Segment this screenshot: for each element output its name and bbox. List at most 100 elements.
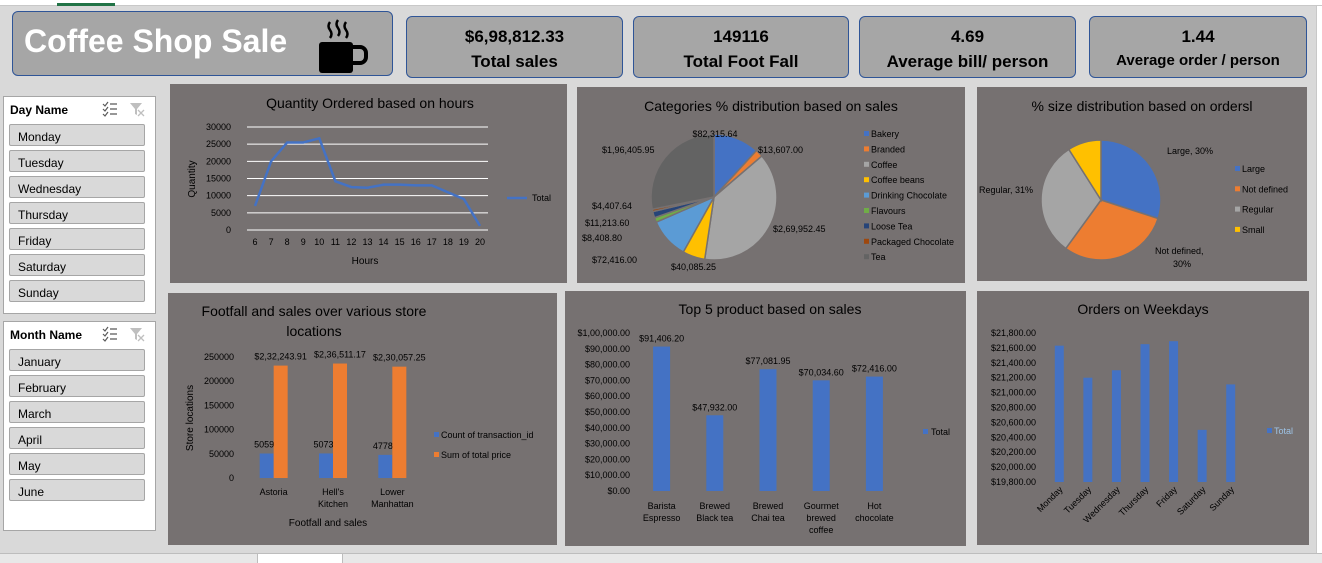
chart-title-line2: locations <box>286 323 341 339</box>
pie-slice-0 <box>1100 139 1162 220</box>
y-tick-label: $10,000.00 <box>585 470 630 480</box>
panel-category-distribution: Categories % distribution based on sales… <box>577 87 965 283</box>
legend-swatch <box>864 208 869 213</box>
data-label: 47782 <box>373 441 398 451</box>
bar-count <box>319 453 333 478</box>
slicer-header-icons <box>102 326 145 342</box>
chart-title: Categories % distribution based on sales <box>644 98 898 114</box>
data-label: $2,36,511.17 <box>314 350 366 360</box>
y-tick-label: 150000 <box>204 400 234 410</box>
bar-product <box>653 346 671 491</box>
legend-swatch <box>923 429 928 434</box>
slicer-item-may[interactable]: May <box>9 453 145 475</box>
multi-select-icon[interactable] <box>102 326 117 342</box>
chart-quantity-by-hours: Quantity Ordered based on hours 0 5000 1000… <box>187 95 551 267</box>
slicer-item-january[interactable]: January <box>9 349 145 371</box>
pie-slice-2 <box>1040 148 1102 250</box>
slicer-item-monday[interactable]: Monday <box>9 124 145 146</box>
y-tick-label: 250000 <box>204 352 234 362</box>
slicer-item-march[interactable]: March <box>9 401 145 423</box>
chart-category-distribution: Categories % distribution based on sales… <box>582 98 954 272</box>
y-tick-label: 5000 <box>211 208 231 218</box>
x-tick-label: 9 <box>301 237 306 247</box>
day-name-slicer[interactable]: Day Name Monday Tuesday Wednesday Thursday F… <box>3 96 156 314</box>
bar-weekday <box>1197 429 1207 482</box>
y-tick-label: $30,000.00 <box>585 439 630 449</box>
kpi-value: 1.44 <box>1181 27 1215 46</box>
x-tick-label: coffee <box>809 525 833 535</box>
y-axis-label: Store locations <box>185 385 196 451</box>
y-tick-label: $20,600.00 <box>991 417 1036 427</box>
legend-label: Branded <box>871 144 905 154</box>
legend-swatch <box>864 238 869 244</box>
kpi-value: 149116 <box>713 27 769 46</box>
bar-weekday <box>1169 341 1179 482</box>
bar-product <box>865 376 883 491</box>
slicer-item-friday[interactable]: Friday <box>9 228 145 250</box>
y-tick-label: $40,000.00 <box>585 423 630 433</box>
slicer-item-tuesday[interactable]: Tuesday <box>9 150 145 172</box>
active-sheet-tab[interactable] <box>257 554 343 563</box>
data-label: $11,213.60 <box>585 218 629 228</box>
x-tick-label: Gourmet <box>804 501 840 511</box>
bar-count <box>378 454 393 478</box>
kpi-total-sales: $6,98,812.33 Total sales <box>406 16 623 78</box>
legend-label: Regular <box>1242 205 1274 215</box>
slicer-item-april[interactable]: April <box>9 427 145 449</box>
legend-label: Count of transaction_id <box>441 430 534 440</box>
chart-title-line1: Footfall and sales over various store <box>202 303 427 319</box>
y-tick-label: $21,400.00 <box>991 358 1036 368</box>
pie-slice-3 <box>1067 139 1102 203</box>
x-tick-label: 6 <box>253 237 258 247</box>
pie-slice-2 <box>703 154 778 261</box>
legend-swatch <box>864 254 869 260</box>
dashboard-title: Coffee Shop Sale <box>24 23 288 59</box>
clear-filter-icon[interactable] <box>130 103 145 117</box>
bar-product <box>706 415 724 491</box>
bar-sum <box>333 363 347 478</box>
column-header-strip <box>0 0 1322 6</box>
x-axis-label: Footfall and sales <box>289 518 367 529</box>
y-tick-label: $20,000.00 <box>991 462 1036 472</box>
month-name-slicer[interactable]: Month Name January February March April May J… <box>3 321 156 531</box>
kpi-label: Total Foot Fall <box>683 52 799 71</box>
y-tick-label: $21,600.00 <box>991 343 1036 353</box>
legend-label: Total <box>1274 426 1293 436</box>
x-tick-label: 10 <box>314 237 324 247</box>
legend-swatch <box>1235 186 1240 192</box>
x-tick-label: 13 <box>362 237 372 247</box>
slicer-item-june[interactable]: June <box>9 479 145 501</box>
x-tick-label: 16 <box>411 237 421 247</box>
legend-label: Not defined <box>1242 184 1288 194</box>
x-tick-label: Thursday <box>1117 484 1151 518</box>
clear-filter-icon[interactable] <box>130 328 145 342</box>
slicer-header: Day Name <box>10 103 69 117</box>
y-tick-label: $1,00,000.00 <box>577 328 630 338</box>
legend-label: Flavours <box>871 206 906 216</box>
y-tick-label: 50000 <box>209 449 234 459</box>
bar-count <box>259 453 274 478</box>
kpi-total-footfall: 149116 Total Foot Fall <box>633 16 849 78</box>
y-axis-label: Quantity <box>187 160 198 197</box>
slicer-item-february[interactable]: February <box>9 375 145 397</box>
y-tick-label: $50,000.00 <box>585 407 630 417</box>
kpi-average-bill: 4.69 Average bill/ person <box>859 16 1076 78</box>
dashboard-title-card: Coffee Shop Sale <box>12 11 393 76</box>
kpi-label: Average bill/ person <box>886 52 1049 71</box>
x-tick-label: 15 <box>395 237 405 247</box>
x-tick-label: Espresso <box>643 513 681 523</box>
y-tick-label: $20,200.00 <box>991 447 1036 457</box>
slicer-item-sunday[interactable]: Sunday <box>9 280 145 302</box>
data-label: $70,034.60 <box>799 367 844 377</box>
slicer-item-thursday[interactable]: Thursday <box>9 202 145 224</box>
multi-select-icon[interactable] <box>102 101 117 117</box>
y-tick-label: 25000 <box>206 139 231 149</box>
legend-swatch <box>434 432 439 437</box>
chart-title: % size distribution based on ordersl <box>1031 98 1252 114</box>
x-tick-label: Chai tea <box>751 513 785 523</box>
slicer-item-saturday[interactable]: Saturday <box>9 254 145 276</box>
y-tick-label: $70,000.00 <box>585 375 630 385</box>
data-label: $2,32,243.91 <box>254 352 307 362</box>
slicer-item-wednesday[interactable]: Wednesday <box>9 176 145 198</box>
chart-title: Quantity Ordered based on hours <box>266 95 474 111</box>
